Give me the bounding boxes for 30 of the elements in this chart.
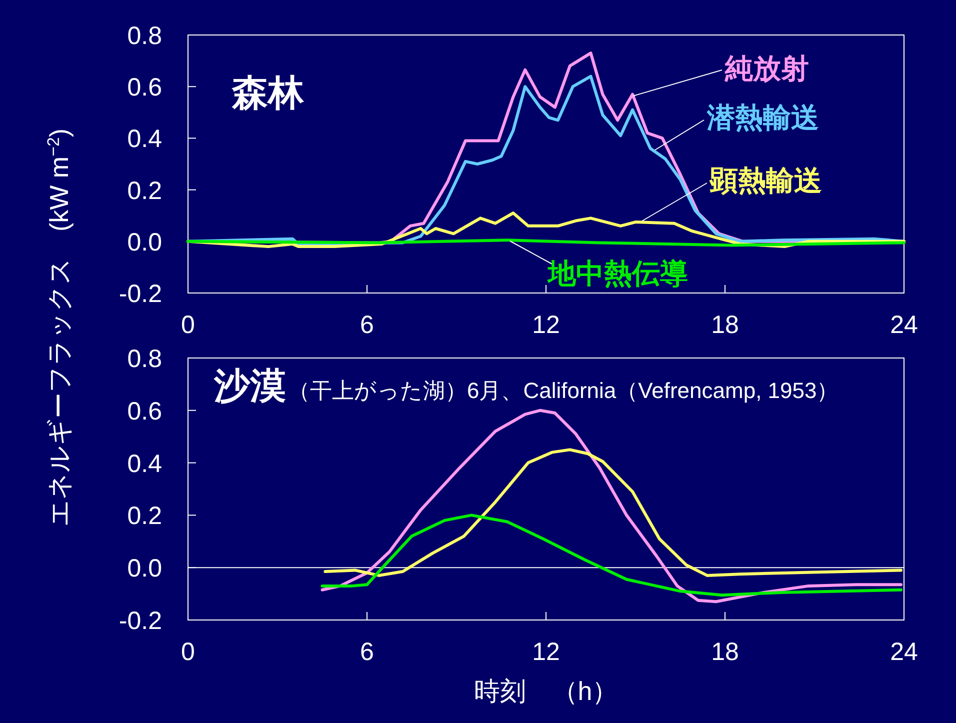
y-tick-label: 0.6 (127, 397, 162, 426)
y-tick-label: -0.2 (118, 280, 162, 308)
y-tick-label: 0.2 (127, 502, 162, 530)
y-tick-label: 0.4 (127, 125, 162, 154)
y-tick-label: 0.2 (127, 176, 162, 205)
text: （干上がった湖）6月、California（Vefrencamp, 1953） (288, 378, 839, 403)
y-tick-label: 0.6 (127, 74, 162, 102)
series-label: 地中熱伝導 (546, 258, 688, 289)
text: 森林 (231, 72, 305, 113)
x-tick-label: 0 (181, 311, 195, 339)
series-label: 潜熱輸送 (706, 102, 819, 133)
x-tick-label: 12 (532, 311, 560, 339)
x-tick-label: 6 (360, 638, 374, 666)
x-tick-label: 6 (360, 311, 374, 339)
chart-title: 沙漠 (214, 365, 286, 406)
x-axis-title: 時刻 （h） (474, 676, 618, 706)
x-tick-label: 18 (711, 311, 739, 339)
y-tick-label: 0.0 (127, 554, 162, 583)
y-tick-label: 0.8 (127, 345, 162, 373)
x-tick-label: 0 (181, 638, 195, 666)
y-tick-label: 0.8 (127, 22, 162, 50)
x-tick-label: 12 (532, 638, 560, 666)
x-tick-label: 18 (711, 638, 739, 666)
x-tick-label: 24 (890, 638, 918, 666)
text: 純放射 (724, 53, 809, 84)
y-tick-label: 0.4 (127, 450, 162, 478)
x-tick-label: 24 (890, 311, 918, 339)
y-tick-label: 0.0 (127, 228, 162, 256)
y-tick-label: -0.2 (118, 607, 162, 635)
series-label: 顕熱輸送 (709, 165, 822, 196)
